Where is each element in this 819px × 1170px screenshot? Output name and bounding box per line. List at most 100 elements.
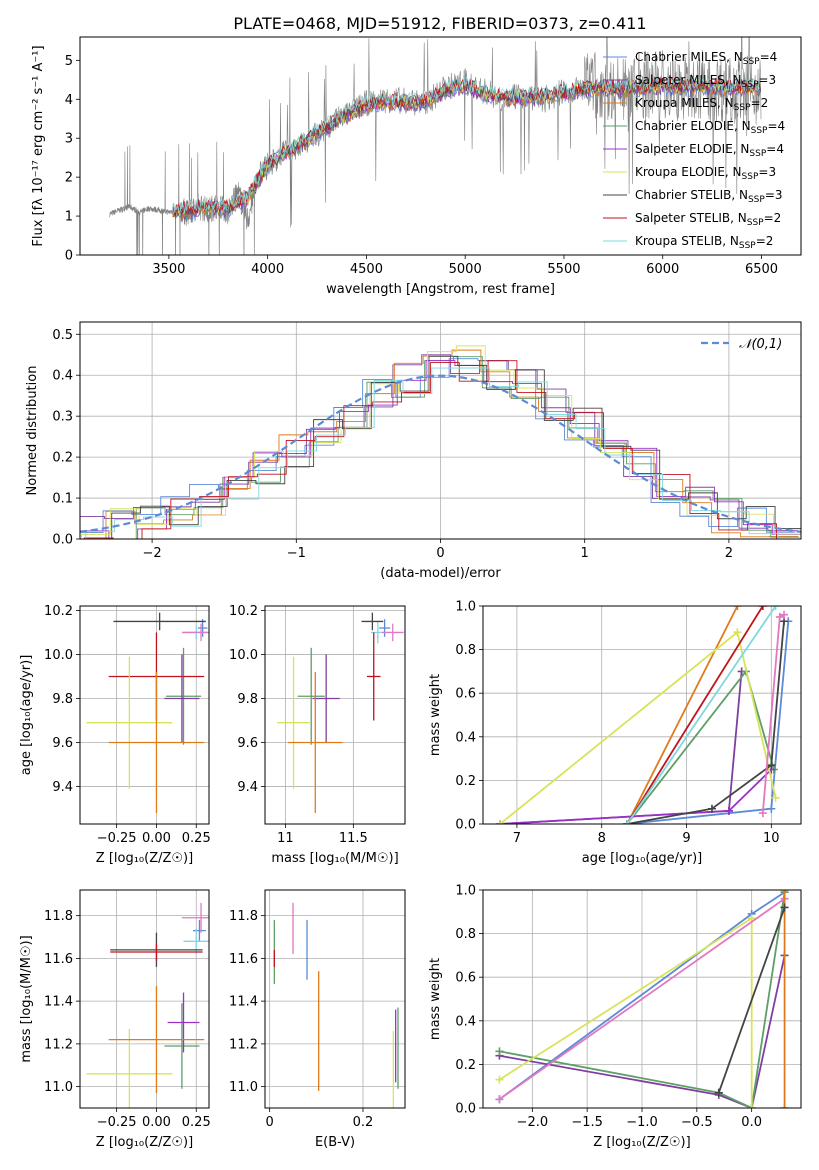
x-tick-label: 7	[513, 831, 521, 846]
x-tick-label: −1.5	[571, 1115, 603, 1130]
axes-frame	[264, 605, 406, 825]
series-marker	[767, 804, 776, 813]
y-tick-label: 1.0	[455, 600, 476, 615]
y-tick-label: 9.6	[237, 736, 258, 751]
series-marker	[780, 610, 789, 619]
x-tick-label: 0.25	[182, 831, 211, 846]
figure-title: PLATE=0468, MJD=51912, FIBERID=0373, z=0…	[233, 14, 646, 33]
x-tick-label: 0.2	[353, 1115, 374, 1130]
panel-residuals: −2 −1 0 1 2 0.0 0.1 0.2 0.3 0.4 0.5 (data-model)/er…	[25, 321, 802, 581]
y-tick-label: 0.0	[455, 1102, 476, 1117]
histogram-step	[83, 360, 801, 539]
x-tick-label: 4500	[350, 262, 383, 277]
x-tick-label: −2.0	[517, 1115, 549, 1130]
panel-spectrum: 3500 4000 4500 5000 5500 6000 6500 0 1 2 3 4 5 wavele…	[31, 36, 802, 297]
series-marker	[758, 606, 767, 610]
legend-label: Chabrier STELIB, NSSP=3	[635, 188, 783, 205]
plot-area	[495, 890, 789, 1108]
x-axis-label: age [log₁₀(age/yr)]	[582, 851, 703, 866]
y-tick-label: 11.2	[229, 1037, 258, 1052]
x-axis-label: E(B-V)	[315, 1135, 355, 1150]
series-marker	[771, 793, 780, 802]
x-tick-label: −1	[287, 546, 306, 561]
y-tick-label: 0.2	[52, 451, 73, 466]
x-tick-label: 8	[598, 831, 606, 846]
legend-label: Kroupa STELIB, NSSP=2	[635, 234, 773, 251]
axes-frame	[79, 605, 210, 825]
y-tick-label: 5	[65, 54, 73, 69]
legend-label: Salpeter STELIB, NSSP=2	[635, 211, 781, 228]
y-tick-label: 9.4	[237, 780, 258, 795]
series-line	[627, 621, 785, 824]
y-tick-label: 9.8	[52, 692, 73, 707]
series-marker	[758, 809, 767, 818]
legend-label: 𝒩(0,1)	[739, 337, 782, 352]
y-tick-label: 10.0	[229, 648, 258, 663]
x-tick-label: 4000	[251, 262, 284, 277]
panel-mass-vs-EBV: 0 0.2 11.0 11.2 11.4 11.6 11.8 E(B-V)	[229, 889, 406, 1150]
x-tick-label: −2	[143, 546, 162, 561]
x-tick-label: 2	[725, 546, 733, 561]
y-tick-label: 10.0	[44, 648, 73, 663]
y-tick-label: 0.4	[52, 369, 73, 384]
x-tick-label: 1	[581, 546, 589, 561]
panel-mass-weight-vs-age: 7 8 9 10 0.0 0.2 0.4 0.6 0.8 1.0 age [log₁₀(age/yr…	[428, 600, 802, 866]
legend-label: Kroupa MILES, NSSP=2	[635, 96, 768, 113]
y-axis-label: mass weight	[428, 674, 443, 756]
plot-area	[277, 612, 404, 813]
x-axis-label: Z [log₁₀(Z/Z☉)]	[96, 1135, 193, 1150]
plot-area	[273, 902, 399, 1108]
model-line	[172, 75, 761, 214]
x-tick-label: 0.25	[182, 1115, 211, 1130]
series-line	[499, 630, 777, 824]
x-tick-label: 0	[436, 546, 444, 561]
y-tick-label: 0.0	[52, 533, 73, 548]
normal-curve	[80, 374, 801, 533]
series-marker	[495, 820, 504, 824]
y-tick-label: 0.3	[52, 410, 73, 425]
series-line	[626, 606, 739, 824]
y-tick-label: 11.0	[229, 1080, 258, 1095]
panel-mass-weight-vs-Z: −2.0 −1.5 −1.0 −0.5 0.0 0.0 0.2 0.4 0.6 0.8 1.0 Z […	[428, 884, 802, 1150]
y-tick-label: 9.8	[237, 692, 258, 707]
y-tick-label: 4	[65, 93, 73, 108]
x-tick-label: 0	[266, 1115, 274, 1130]
axes-frame	[79, 889, 210, 1109]
series-marker	[767, 761, 776, 770]
y-tick-label: 11.2	[44, 1037, 73, 1052]
y-tick-label: 0.5	[52, 328, 73, 343]
y-tick-label: 0.2	[455, 774, 476, 789]
y-tick-label: 11.8	[44, 909, 73, 924]
x-tick-label: −1.0	[626, 1115, 658, 1130]
series-line	[626, 606, 764, 824]
y-tick-label: 11.8	[229, 909, 258, 924]
series-marker	[724, 806, 733, 815]
y-tick-label: 11.6	[44, 952, 73, 967]
series-line	[498, 916, 753, 1108]
series-marker	[623, 820, 632, 824]
x-tick-label: 11.5	[339, 831, 368, 846]
series-marker	[714, 1088, 723, 1097]
y-axis-label: Flux [fλ 10⁻¹⁷ erg cm⁻² s⁻¹ A⁻¹]	[31, 45, 46, 246]
series-marker	[707, 804, 716, 813]
plot-area	[495, 606, 793, 824]
histogram-step	[80, 354, 797, 532]
y-axis-label: mass weight	[428, 958, 443, 1040]
y-tick-label: 0	[65, 249, 73, 264]
x-axis-label: Z [log₁₀(Z/Z☉)]	[96, 851, 193, 866]
x-tick-label: 0.00	[142, 1115, 171, 1130]
x-axis-label: (data-model)/error	[380, 566, 501, 581]
series-marker	[780, 1104, 789, 1108]
x-tick-label: 0.0	[741, 1115, 762, 1130]
axes-frame	[482, 889, 802, 1109]
series-marker	[733, 628, 742, 637]
y-tick-label: 0.4	[455, 730, 476, 745]
y-tick-label: 10.2	[229, 604, 258, 619]
series-marker	[747, 1104, 756, 1108]
y-tick-label: 0.2	[455, 1058, 476, 1073]
y-tick-label: 10.2	[44, 604, 73, 619]
x-tick-label: 0.00	[142, 831, 171, 846]
x-tick-label: 6500	[745, 262, 778, 277]
y-tick-label: 1	[65, 210, 73, 225]
y-tick-label: 0.8	[455, 927, 476, 942]
